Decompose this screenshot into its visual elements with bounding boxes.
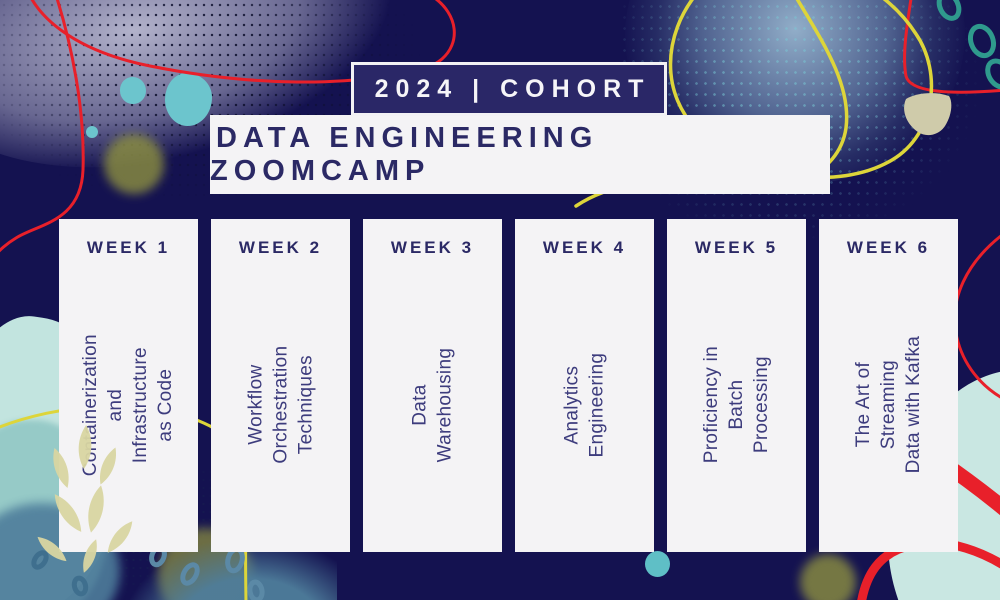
beige-cup-shape xyxy=(904,93,952,136)
topic-area: Workflow Orchestration Techniques xyxy=(211,258,350,552)
teal-blob xyxy=(120,77,146,104)
week-topic: Containerization and Infrastructure as C… xyxy=(80,333,177,477)
week-label: WEEK 1 xyxy=(86,238,171,257)
teal-dot xyxy=(645,551,670,577)
slate-rings xyxy=(31,544,265,600)
topic-area: The Art of Streaming Data with Kafka xyxy=(819,258,958,552)
week-card-5: WEEK 5 Proficiency in Batch Processing xyxy=(667,219,806,552)
cohort-badge-text: 2024 | COHORT xyxy=(374,74,651,103)
week-topic: Analytics Engineering xyxy=(561,352,608,458)
week-label: WEEK 6 xyxy=(846,238,931,257)
week-card-4: WEEK 4 Analytics Engineering xyxy=(515,219,654,552)
cohort-badge: 2024 | COHORT xyxy=(351,62,667,116)
teal-rings xyxy=(936,0,1000,90)
topic-area: Containerization and Infrastructure as C… xyxy=(59,258,198,552)
week-topic: Workflow Orchestration Techniques xyxy=(244,346,317,464)
week-card-3: WEEK 3 Data Warehousing xyxy=(363,219,502,552)
olive-blur-circle xyxy=(800,554,856,600)
week-topic: The Art of Streaming Data with Kafka xyxy=(852,336,925,474)
week-topic: Data Warehousing xyxy=(409,347,456,463)
topic-area: Data Warehousing xyxy=(363,258,502,552)
week-label: WEEK 3 xyxy=(390,238,475,257)
poster-title: DATA ENGINEERING ZOOMCAMP xyxy=(210,121,599,187)
topic-area: Analytics Engineering xyxy=(515,258,654,552)
week-topic: Proficiency in Batch Processing xyxy=(700,346,773,464)
title-banner: DATA ENGINEERING ZOOMCAMP xyxy=(210,115,830,194)
teal-dot xyxy=(86,126,98,138)
week-card-6: WEEK 6 The Art of Streaming Data with Ka… xyxy=(819,219,958,552)
week-label: WEEK 5 xyxy=(694,238,779,257)
week-label: WEEK 2 xyxy=(238,238,323,257)
topic-area: Proficiency in Batch Processing xyxy=(667,258,806,552)
teal-blob xyxy=(165,73,212,126)
week-label: WEEK 4 xyxy=(542,238,627,257)
olive-blur-circle xyxy=(104,134,164,194)
week-card-2: WEEK 2 Workflow Orchestration Techniques xyxy=(211,219,350,552)
week-card-1: WEEK 1 Containerization and Infrastructu… xyxy=(59,219,198,552)
